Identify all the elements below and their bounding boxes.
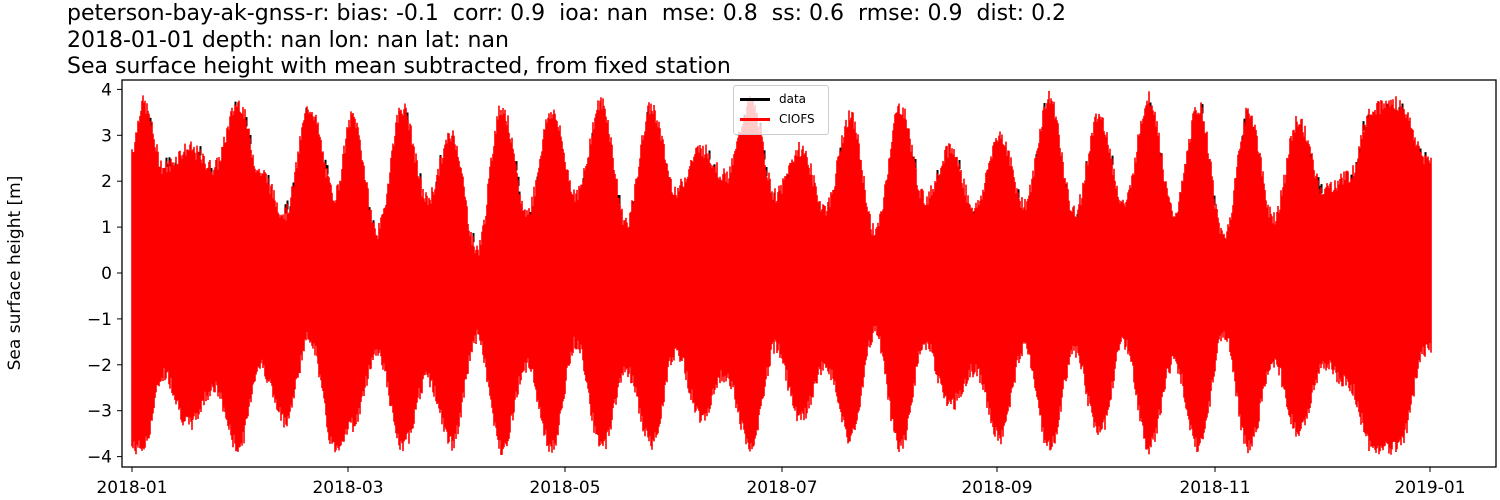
y-axis-ticks: 4 3 2 1 0 −1 −2 −3 −4	[87, 80, 122, 468]
chart-title-metadata: 2018-01-01 depth: nan lon: nan lat: nan	[67, 28, 509, 53]
x-tick-label: 2018-11	[1179, 478, 1250, 498]
chart-title-description: Sea surface height with mean subtracted,…	[67, 54, 731, 79]
legend-label-ciofs: CIOFS	[779, 112, 815, 126]
chart-title-stats: peterson-bay-ak-gnss-r: bias: -0.1 corr:…	[67, 1, 1067, 26]
legend-item-ciofs: CIOFS	[740, 110, 815, 128]
x-axis-ticks: 2018-01 2018-03 2018-05 2018-07 2018-09 2018-…	[96, 467, 1466, 498]
x-tick-label: 2018-01	[96, 478, 167, 498]
x-tick-label: 2019-01	[1394, 478, 1465, 498]
legend-item-data: data	[740, 90, 806, 108]
y-tick-label: 1	[101, 218, 112, 238]
legend: data CIOFS	[733, 85, 829, 135]
legend-swatch-data	[740, 97, 770, 101]
y-tick-label: −2	[87, 356, 112, 376]
y-tick-label: 3	[101, 126, 112, 146]
x-tick-label: 2018-03	[312, 478, 383, 498]
y-tick-label: −1	[87, 310, 112, 330]
series-layer	[131, 90, 1432, 455]
y-axis-label: Sea surface height [m]	[5, 176, 25, 371]
series-ciofs	[131, 90, 1432, 455]
x-tick-label: 2018-05	[529, 478, 600, 498]
legend-swatch-ciofs	[740, 117, 770, 121]
y-tick-label: 4	[101, 80, 112, 100]
y-tick-label: 0	[101, 264, 112, 284]
y-tick-label: 2	[101, 172, 112, 192]
y-tick-label: −4	[87, 448, 112, 468]
legend-label-data: data	[779, 92, 807, 106]
x-tick-label: 2018-09	[961, 478, 1032, 498]
x-tick-label: 2018-07	[746, 478, 817, 498]
y-tick-label: −3	[87, 402, 112, 422]
